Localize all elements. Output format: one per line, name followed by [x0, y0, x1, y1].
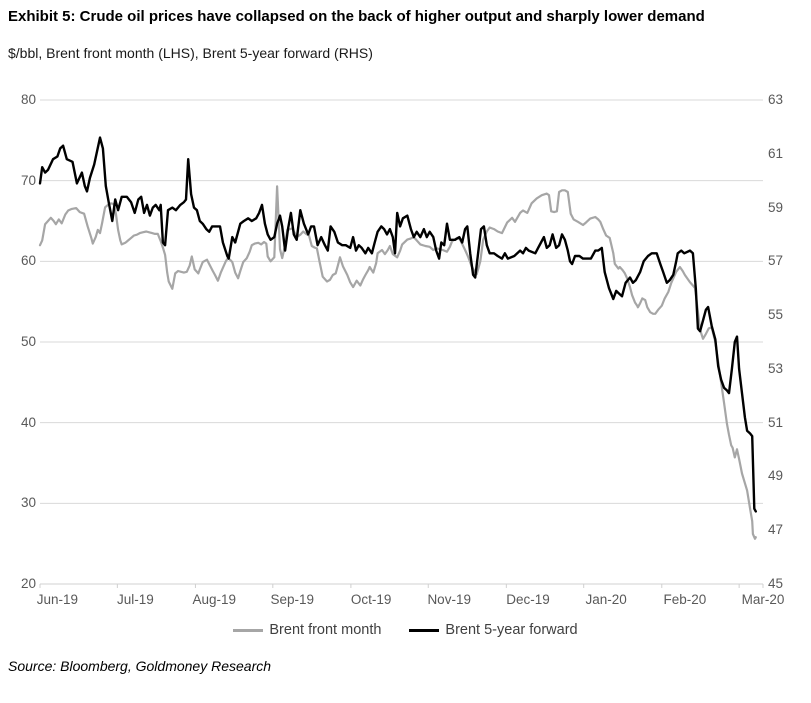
- y-axis-label-left-20: 20: [20, 576, 36, 591]
- y-axis-label-left-70: 70: [20, 172, 36, 188]
- y-axis-label-left-50: 50: [20, 334, 36, 349]
- y-axis-label-right-49: 49: [768, 468, 784, 484]
- y-axis-label-right-47: 47: [768, 522, 784, 538]
- x-axis-label-Jan-20: Jan-20: [585, 592, 627, 607]
- x-axis-label-Mar-20: Mar-20: [741, 592, 785, 607]
- y-axis-label-right-57: 57: [768, 253, 784, 269]
- x-axis-label-Jun-19: Jun-19: [36, 592, 78, 607]
- y-axis-label-right-51: 51: [768, 414, 784, 430]
- legend-label-forward: Brent 5-year forward: [445, 622, 578, 638]
- legend-label-front-month: Brent front month: [269, 622, 382, 638]
- y-axis-label-right-45: 45: [768, 576, 784, 591]
- legend-item-front-month: Brent front month: [233, 622, 381, 638]
- x-axis-label-Aug-19: Aug-19: [192, 592, 236, 607]
- front-month-line-swatch: [233, 628, 264, 632]
- forward-series-line: [38, 136, 757, 513]
- forward-line-swatch: [409, 628, 440, 632]
- y-axis-label-right-59: 59: [768, 199, 784, 215]
- x-axis-label-Nov-19: Nov-19: [427, 592, 471, 607]
- chart-source: Source: Bloomberg, Goldmoney Research: [8, 658, 272, 674]
- y-axis-label-left-30: 30: [20, 495, 36, 511]
- x-axis-label-Oct-19: Oct-19: [350, 592, 392, 607]
- x-axis-label-Feb-20: Feb-20: [663, 592, 707, 607]
- y-axis-label-right-61: 61: [768, 145, 784, 161]
- x-axis-label-Dec-19: Dec-19: [506, 592, 550, 607]
- chart-legend: Brent front month Brent 5-year forward: [0, 622, 811, 638]
- y-axis-label-right-55: 55: [768, 307, 784, 323]
- y-axis-label-left-80: 80: [20, 92, 36, 107]
- legend-item-forward: Brent 5-year forward: [409, 622, 578, 638]
- y-axis-label-right-53: 53: [768, 360, 784, 376]
- y-axis-label-right-63: 63: [768, 92, 784, 107]
- y-axis-label-left-60: 60: [20, 253, 36, 269]
- chart-title: Exhibit 5: Crude oil prices have collaps…: [8, 8, 705, 25]
- x-axis-label-Sep-19: Sep-19: [270, 592, 315, 607]
- front-month-series-line: [38, 185, 757, 540]
- y-axis-label-left-40: 40: [20, 414, 36, 430]
- chart-subtitle: $/bbl, Brent front month (LHS), Brent 5-…: [8, 45, 373, 61]
- x-axis-label-Jul-19: Jul-19: [117, 592, 154, 607]
